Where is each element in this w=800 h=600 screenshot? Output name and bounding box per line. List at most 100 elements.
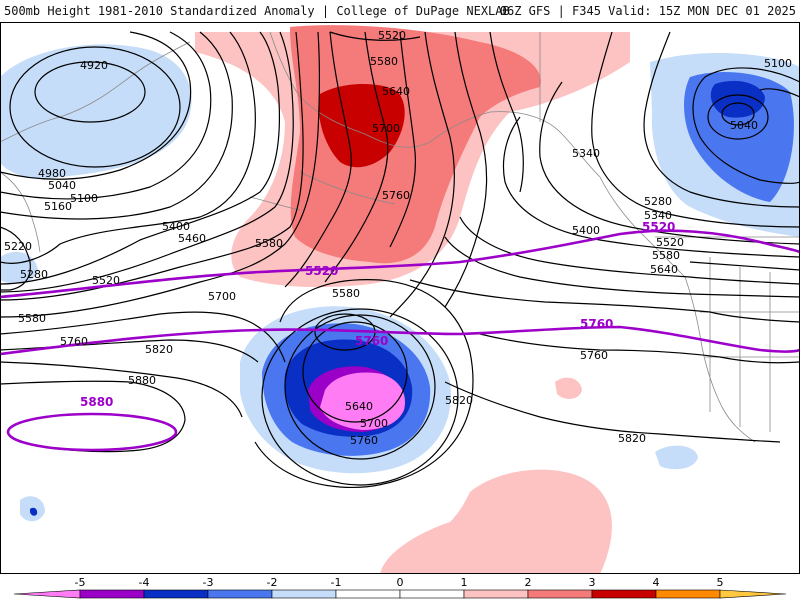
contour-5760-ridge — [389, 31, 417, 248]
contour-5700-ridge — [324, 31, 389, 283]
scale-neg1 — [271, 589, 337, 599]
highlight-contours — [0, 229, 800, 452]
contour-5280w — [0, 31, 256, 264]
contour-5520e — [689, 261, 800, 271]
tick-neg2: -2 — [267, 576, 278, 589]
contour-5700w — [0, 311, 286, 363]
contour-low-5640 — [302, 321, 408, 423]
contour-5640e — [444, 236, 800, 298]
contour-5520n — [329, 31, 421, 41]
contour-low-5760 — [261, 308, 459, 486]
contour-5100w — [0, 31, 212, 200]
hlabel-5520-east: 5520 — [642, 220, 675, 234]
label-5640-north: 5640 — [382, 85, 410, 98]
contour-5340e — [591, 31, 800, 228]
label-5100-west: 5100 — [70, 192, 98, 205]
label-5580-west: 5580 — [18, 312, 46, 325]
label-5400-west: 5400 — [162, 220, 190, 233]
contour-5760e — [479, 333, 800, 364]
tick-neg3: -3 — [203, 576, 214, 589]
coast-westus — [684, 276, 756, 443]
label-5580-north: 5580 — [370, 55, 398, 68]
label-5520-east: 5520 — [656, 236, 684, 249]
contour-north3 — [444, 31, 488, 308]
contour-4920 — [34, 61, 146, 123]
contour-5580e — [459, 216, 800, 285]
scale-zero-pos — [399, 589, 465, 599]
anomaly-shading — [0, 25, 800, 574]
coast-siberia — [0, 41, 191, 143]
contour-5580w — [0, 31, 321, 318]
label-5040-west: 5040 — [48, 179, 76, 192]
anomaly-neg2-east — [684, 72, 794, 202]
contour-5400w — [0, 31, 280, 285]
label-5040-east: 5040 — [730, 119, 758, 132]
tick-neg5: -5 — [75, 576, 86, 589]
contour-5820e — [444, 381, 781, 443]
contour-east-core1 — [707, 94, 769, 140]
contour-5820w — [0, 361, 243, 418]
label-5520-west: 5520 — [92, 274, 120, 287]
tick-pos1: 1 — [461, 576, 468, 589]
highlight-labels: 5520 5520 5760 5760 5880 — [80, 220, 675, 409]
contour-5820c — [254, 279, 474, 489]
tick-pos3: 3 — [589, 576, 596, 589]
label-5460-west: 5460 — [178, 232, 206, 245]
tick-pos2: 2 — [525, 576, 532, 589]
label-5220: 5220 — [4, 240, 32, 253]
contour-5040w — [0, 31, 192, 180]
highlight-5520 — [0, 229, 800, 299]
anomaly-neg-tiny-core — [30, 507, 38, 516]
contour-labels: 4920 4980 5040 5100 5160 5220 5280 5400 … — [4, 29, 792, 447]
anomaly-pos-south — [380, 469, 612, 574]
label-5580-east: 5580 — [652, 249, 680, 262]
contour-east-core2 — [721, 102, 755, 126]
label-5760-north: 5760 — [382, 189, 410, 202]
tick-neg1: -1 — [331, 576, 342, 589]
contour-5100e — [692, 67, 800, 184]
label-5400-east: 5400 — [572, 224, 600, 237]
label-5160-west: 5160 — [44, 200, 72, 213]
map-header: 500mb Height 1981-2010 Standardized Anom… — [0, 0, 800, 23]
contour-5700c — [409, 279, 800, 323]
contour-5460e — [502, 116, 800, 258]
scale-zero-neg — [335, 589, 401, 599]
run-info: 06Z GFS | F345 Valid: 15Z MON DEC 01 202… — [499, 4, 796, 18]
label-5820-center: 5820 — [445, 394, 473, 407]
highlight-5880 — [6, 412, 178, 452]
label-5580-low: 5580 — [332, 287, 360, 300]
tick-zero: 0 — [397, 576, 404, 589]
label-5760-west: 5760 — [60, 335, 88, 348]
scale-pos3 — [591, 589, 657, 599]
scale-neg3 — [143, 589, 209, 599]
label-5760-east: 5760 — [580, 349, 608, 362]
contour-5640-ridge — [284, 31, 352, 288]
contour-north4 — [489, 31, 524, 193]
hlabel-5760-east: 5760 — [580, 317, 613, 331]
anomaly-map[interactable]: 4920 4980 5040 5100 5160 5220 5280 5400 … — [0, 22, 800, 574]
tick-neg4: -4 — [139, 576, 150, 589]
tick-pos4: 4 — [653, 576, 660, 589]
contour-5160w — [0, 31, 233, 220]
label-5580-ridge: 5580 — [255, 237, 283, 250]
contour-5460w — [0, 31, 294, 293]
contour-5040e — [759, 88, 800, 98]
scale-segments — [13, 589, 787, 599]
label-5640-low: 5640 — [345, 400, 373, 413]
map-title: 500mb Height 1981-2010 Standardized Anom… — [4, 4, 510, 18]
label-4920: 4920 — [80, 59, 108, 72]
hlabel-5760: 5760 — [355, 334, 388, 348]
label-5820-east: 5820 — [618, 432, 646, 445]
scale-pos2 — [527, 589, 593, 599]
hlabel-5880: 5880 — [80, 395, 113, 409]
label-5340-east: 5340 — [572, 147, 600, 160]
label-5880-west: 5880 — [128, 374, 156, 387]
label-5280-west: 5280 — [20, 268, 48, 281]
contour-north2 — [389, 31, 455, 318]
label-5700-low: 5700 — [360, 417, 388, 430]
anomaly-neg-southeast — [655, 445, 698, 470]
scale-neg2 — [207, 589, 273, 599]
anomaly-pos3-north — [318, 83, 405, 168]
label-5520-north: 5520 — [378, 29, 406, 42]
label-5280-east: 5280 — [644, 195, 672, 208]
